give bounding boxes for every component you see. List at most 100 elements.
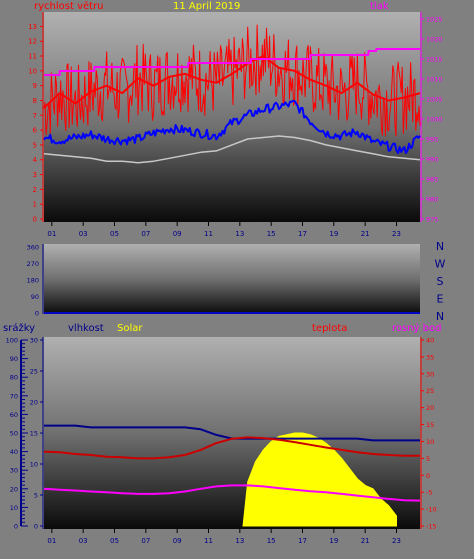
x-tick-label: 11	[204, 230, 213, 238]
x-tick-label: 13	[235, 230, 244, 238]
humidity-tick-label: 25	[30, 368, 38, 376]
x-tick-label: 21	[361, 230, 370, 238]
temp-tick-label: -5	[426, 489, 432, 497]
temp-tick-label: 15	[426, 421, 434, 429]
wind-tick-label: 6	[33, 127, 38, 135]
x-tick-label: 23	[392, 537, 401, 545]
x-tick-label: 03	[79, 537, 88, 545]
x-tick-label: 15	[267, 537, 276, 545]
rain-tick-label: 40	[10, 448, 18, 456]
rain-tick-label: 60	[10, 411, 18, 419]
x-tick-label: 07	[141, 537, 150, 545]
weather-series	[43, 424, 421, 502]
direction-letter: E	[437, 293, 444, 306]
pressure-tick-label: 985	[426, 176, 438, 184]
x-tick-label: 19	[329, 537, 338, 545]
x-tick-label: 11	[204, 537, 213, 545]
wind-tick-label: 12	[28, 38, 37, 46]
wind-gust-trend	[43, 55, 421, 109]
wind-gust-line	[43, 24, 421, 137]
wind-axis-label: rychlost větru	[34, 0, 104, 12]
humidity-tick-label: 10	[30, 461, 38, 469]
wind-tick-label: 4	[33, 156, 38, 164]
x-tick-label: 01	[47, 230, 56, 238]
wind-avg-line	[43, 99, 421, 154]
direction-tick-label: 360	[27, 244, 39, 252]
pressure-tick-label: 990	[426, 156, 438, 164]
rain-axis-label: srážky	[3, 322, 35, 334]
temp-tick-label: 20	[426, 404, 434, 412]
rain-tick-label: 50	[10, 430, 18, 438]
x-tick-label: 17	[298, 230, 307, 238]
dew-axis-label: rosný bod	[392, 322, 441, 334]
pressure-tick-label: 975	[426, 216, 438, 224]
temp-tick-label: 30	[426, 370, 434, 378]
solar-fill	[242, 432, 397, 527]
direction-tick-label: 0	[35, 310, 39, 318]
wind-tick-label: 13	[28, 23, 37, 31]
direction-plot-area	[44, 244, 420, 314]
temp-tick-label: -10	[426, 506, 437, 514]
wind-tick-label: 1	[33, 201, 37, 209]
dew-line	[43, 484, 421, 502]
x-tick-label: 07	[141, 230, 150, 238]
x-tick-label: 15	[267, 230, 276, 238]
pressure-tick-label: 995	[426, 136, 438, 144]
x-tick-label: 05	[110, 537, 119, 545]
x-tick-label: 09	[173, 230, 182, 238]
x-tick-label: 21	[361, 537, 370, 545]
direction-tick-label: 90	[31, 293, 39, 301]
pressure-tick-label: 1010	[426, 76, 443, 84]
wind-plot-area	[44, 12, 420, 222]
temp-line	[43, 436, 420, 460]
solar-area	[242, 432, 397, 527]
pressure-tick-label: 1005	[426, 96, 443, 104]
wind-tick-label: 9	[33, 82, 37, 90]
pressure-axis-label: tlak	[370, 1, 389, 12]
temp-tick-label: 25	[426, 387, 434, 395]
temp-tick-label: 40	[426, 337, 434, 345]
rain-tick-label: 90	[10, 355, 18, 363]
wind-tick-label: 10	[28, 67, 37, 75]
rain-tick-label: 0	[14, 523, 18, 531]
wind-min-line	[43, 135, 421, 164]
x-tick-label: 17	[298, 537, 307, 545]
rain-tick-label: 30	[10, 467, 18, 475]
humidity-tick-label: 20	[30, 399, 38, 407]
pressure-tick-label: 1025	[426, 16, 443, 24]
rain-tick-label: 20	[10, 485, 18, 493]
chart-title: 11 April 2019	[173, 1, 240, 12]
wind-tick-label: 2	[33, 186, 37, 194]
x-tick-label: 03	[79, 230, 88, 238]
direction-letter: S	[437, 275, 444, 288]
x-tick-label: 13	[235, 537, 244, 545]
wind-tick-label: 5	[33, 141, 37, 149]
temp-tick-label: 0	[426, 472, 430, 480]
rain-tick-label: 70	[10, 392, 18, 400]
pressure-line	[44, 48, 420, 76]
x-tick-label: 01	[47, 537, 56, 545]
pressure-tick-label: 1000	[426, 116, 443, 124]
humidity-tick-label: 0	[34, 523, 38, 531]
solar-label: Solar	[117, 323, 143, 334]
direction-axes: 0 90 180 270 360	[27, 244, 420, 318]
rain-tick-label: 80	[10, 374, 18, 382]
wind-tick-label: 11	[28, 53, 37, 61]
x-tick-label: 09	[173, 537, 182, 545]
x-tick-label: 23	[392, 230, 401, 238]
wind-axes: 0123456789101112139759809859909951000100…	[28, 12, 443, 238]
temp-tick-label: 5	[426, 455, 430, 463]
wind-tick-label: 0	[33, 216, 37, 224]
humidity-tick-label: 30	[30, 337, 38, 345]
direction-letter: W	[435, 258, 446, 271]
temp-tick-label: 10	[426, 438, 434, 446]
x-tick-label: 05	[110, 230, 119, 238]
humidity-tick-label: 5	[34, 492, 38, 500]
temp-axis-label: teplota	[312, 323, 347, 334]
pressure-tick-label: 1015	[426, 56, 443, 64]
wind-tick-label: 3	[33, 171, 37, 179]
direction-letter: N	[436, 240, 444, 253]
direction-tick-label: 180	[27, 277, 39, 285]
